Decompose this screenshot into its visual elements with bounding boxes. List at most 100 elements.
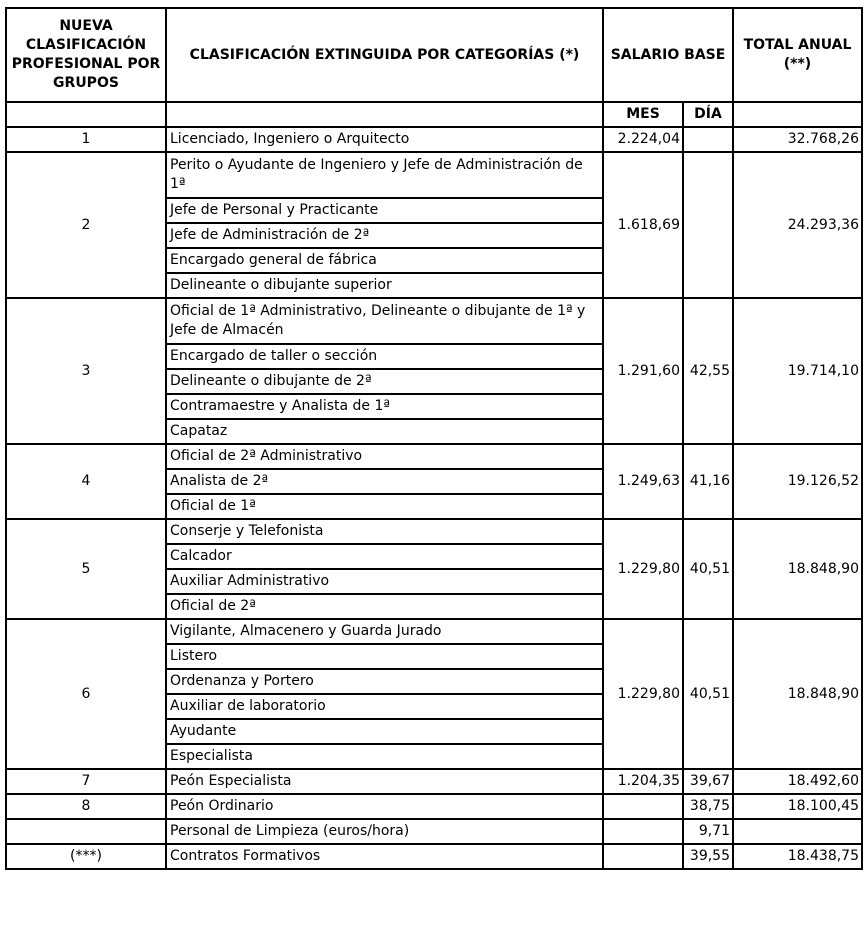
table-row: 2 Perito o Ayudante de Ingeniero y Jefe d… [5,151,863,299]
month-salary-cell: 1.249,63 [602,443,684,520]
header-categories: CLASIFICACIÓN EXTINGUIDA POR CATEGORÍAS … [165,7,604,103]
table-row: Auxiliar de laboratorio [6,693,862,720]
table-row: (***) Contratos Formativos 39,55 18.438,75 [5,843,863,870]
group-cell: 2 [5,151,167,299]
month-salary-cell: 1.229,80 [602,518,684,620]
day-salary-cell: 39,67 [682,768,734,795]
day-salary-cell: 40,51 [682,618,734,770]
category-cell: Encargado general de fábrica [165,247,604,274]
table-row: Ayudante [6,718,862,745]
category-cell: Oficial de 1ª Administrativo, Delineante… [165,297,604,345]
category-cell: Contratos Formativos [165,843,604,870]
month-salary-cell [602,843,684,870]
category-cell: Auxiliar Administrativo [165,568,604,595]
table-row: Oficial de 2ª [6,593,862,620]
table-row: Capataz [6,418,862,445]
table-row: 5 Conserje y Telefonista 1.229,80 40,51 18.8… [5,518,863,620]
category-cell: Capataz [165,418,604,445]
table-row: Encargado de taller o sección [6,343,862,370]
month-salary-cell: 1.229,80 [602,618,684,770]
table-row: Calcador [6,543,862,570]
category-cell: Ordenanza y Portero [165,668,604,695]
day-salary-cell: 41,16 [682,443,734,520]
subheader-empty [5,101,167,128]
group-cell: 3 [5,297,167,445]
month-salary-cell: 1.204,35 [602,768,684,795]
category-cell: Especialista [165,743,604,770]
table-row: Jefe de Administración de 2ª [6,222,862,249]
table-row: 3 Oficial de 1ª Administrativo, Delineant… [5,297,863,445]
category-cell: Perito o Ayudante de Ingeniero y Jefe de… [165,151,604,199]
day-salary-cell: 42,55 [682,297,734,445]
month-salary-cell [602,818,684,845]
table-row: Delineante o dibujante de 2ª [6,368,862,395]
table-row: Delineante o dibujante superior [6,272,862,299]
group-cell: 1 [5,126,167,153]
header-salary: SALARIO BASE [602,7,734,103]
table-row: Especialista [6,743,862,770]
category-cell: Delineante o dibujante de 2ª [165,368,604,395]
table-row: Encargado general de fábrica [6,247,862,274]
table-row: 4 Oficial de 2ª Administrativo 1.249,63 41,… [5,443,863,520]
annual-total-cell: 18.848,90 [732,618,863,770]
table-row: 7 Peón Especialista 1.204,35 39,67 18.492,60 [5,768,863,795]
category-cell: Licenciado, Ingeniero o Arquitecto [165,126,604,153]
month-salary-cell: 1.618,69 [602,151,684,299]
group-cell: 6 [5,618,167,770]
group-cell: (***) [5,843,167,870]
table-row: Personal de Limpieza (euros/hora) 9,71 [5,818,863,845]
header-group: NUEVA CLASIFICACIÓN PROFESIONAL POR GRUP… [5,7,167,103]
category-cell: Vigilante, Almacenero y Guarda Jurado [165,618,604,645]
category-cell: Listero [165,643,604,670]
annual-total-cell [732,818,863,845]
subheader-empty [165,101,604,128]
table-row: Jefe de Personal y Practicante [6,197,862,224]
month-salary-cell: 2.224,04 [602,126,684,153]
annual-total-cell: 18.492,60 [732,768,863,795]
annual-total-cell: 19.126,52 [732,443,863,520]
category-cell: Oficial de 1ª [165,493,604,520]
group-cell: 8 [5,793,167,820]
category-cell: Jefe de Personal y Practicante [165,197,604,224]
table-row: Oficial de 1ª [6,493,862,520]
category-cell: Ayudante [165,718,604,745]
category-cell: Delineante o dibujante superior [165,272,604,299]
category-cell: Jefe de Administración de 2ª [165,222,604,249]
annual-total-cell: 18.100,45 [732,793,863,820]
table-row: 6 Vigilante, Almacenero y Guarda Jurado 1.… [5,618,863,770]
table-row: Listero [6,643,862,670]
subheader-empty [732,101,863,128]
month-salary-cell: 1.291,60 [602,297,684,445]
category-cell: Analista de 2ª [165,468,604,495]
annual-total-cell: 18.848,90 [732,518,863,620]
category-cell: Oficial de 2ª [165,593,604,620]
day-salary-cell [682,151,734,299]
header-row: NUEVA CLASIFICACIÓN PROFESIONAL POR GRUP… [5,7,863,103]
annual-total-cell: 24.293,36 [732,151,863,299]
group-cell: 4 [5,443,167,520]
table-body: 1 Licenciado, Ingeniero o Arquitecto 2.224… [5,126,863,870]
category-cell: Contramaestre y Analista de 1ª [165,393,604,420]
salary-table: NUEVA CLASIFICACIÓN PROFESIONAL POR GRUP… [5,7,863,870]
table-row: Auxiliar Administrativo [6,568,862,595]
annual-total-cell: 32.768,26 [732,126,863,153]
subheader-month: MES [602,101,684,128]
category-cell: Conserje y Telefonista [165,518,604,545]
category-cell: Calcador [165,543,604,570]
day-salary-cell: 38,75 [682,793,734,820]
table-row: Contramaestre y Analista de 1ª [6,393,862,420]
category-cell: Personal de Limpieza (euros/hora) [165,818,604,845]
day-salary-cell: 39,55 [682,843,734,870]
subheader-row: MES DÍA [5,101,863,128]
day-salary-cell: 40,51 [682,518,734,620]
table-row: Ordenanza y Portero [6,668,862,695]
annual-total-cell: 19.714,10 [732,297,863,445]
category-cell: Peón Especialista [165,768,604,795]
category-cell: Peón Ordinario [165,793,604,820]
annual-total-cell: 18.438,75 [732,843,863,870]
table-row: 8 Peón Ordinario 38,75 18.100,45 [5,793,863,820]
table-row: 1 Licenciado, Ingeniero o Arquitecto 2.224… [5,126,863,153]
header-total: TOTAL ANUAL (**) [732,7,863,103]
category-cell: Auxiliar de laboratorio [165,693,604,720]
category-cell: Oficial de 2ª Administrativo [165,443,604,470]
